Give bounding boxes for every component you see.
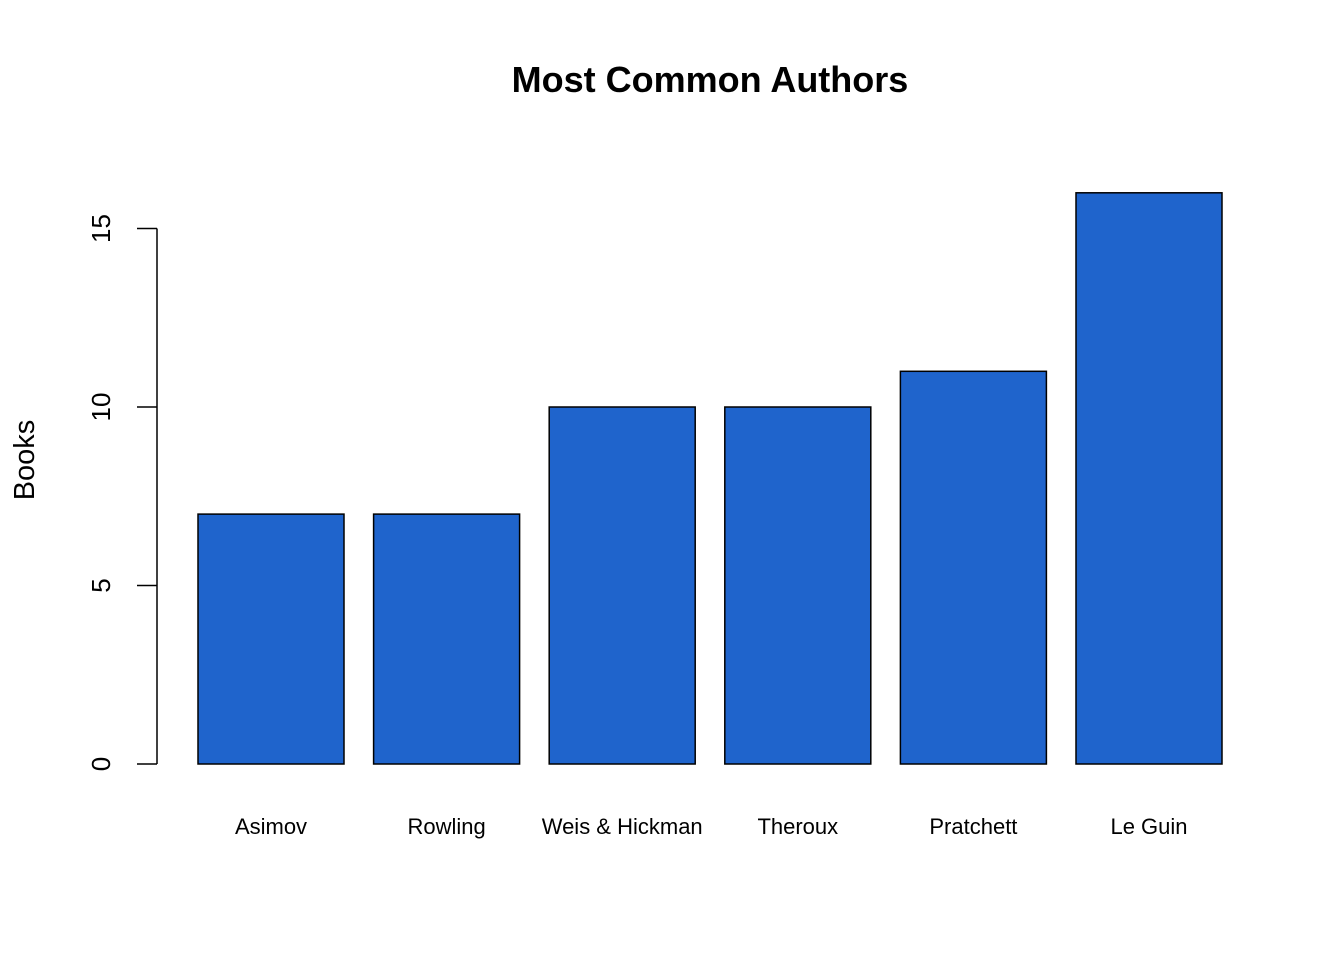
y-tick-label: 0 xyxy=(86,757,116,771)
x-axis-category-labels: Asimov Rowling Weis & Hickman Theroux Pratch… xyxy=(235,814,1188,839)
bar-asimov xyxy=(197,513,345,765)
x-category-label: Theroux xyxy=(757,814,838,839)
y-axis-label: Books xyxy=(9,420,41,501)
bar-theroux xyxy=(724,406,872,765)
x-category-label: Pratchett xyxy=(929,814,1017,839)
chart-title: Most Common Authors xyxy=(512,59,909,100)
bar-le-guin xyxy=(1075,192,1223,765)
bar-rowling xyxy=(372,513,521,765)
bar-pratchett xyxy=(899,370,1048,765)
y-axis: 0 5 10 15 xyxy=(86,214,158,771)
y-tick-label: 5 xyxy=(86,578,116,592)
bar-weis-hickman xyxy=(548,406,696,765)
x-category-label: Le Guin xyxy=(1110,814,1187,839)
y-tick-label: 15 xyxy=(86,214,116,243)
x-category-label: Weis & Hickman xyxy=(542,814,703,839)
bars-group xyxy=(197,192,1223,765)
x-category-label: Rowling xyxy=(407,814,485,839)
x-category-label: Asimov xyxy=(235,814,307,839)
y-tick-label: 10 xyxy=(86,393,116,422)
